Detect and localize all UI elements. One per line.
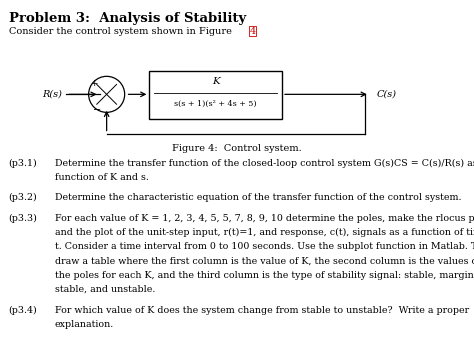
Text: −: − (93, 106, 101, 115)
Text: +: + (90, 79, 98, 88)
Text: Consider the control system shown in Figure: Consider the control system shown in Fig… (9, 27, 235, 36)
Text: and the plot of the unit-step input, r(t)=1, and response, c(t), signals as a fu: and the plot of the unit-step input, r(t… (55, 228, 474, 237)
Text: For each value of K = 1, 2, 3, 4, 5, 5, 7, 8, 9, 10 determine the poles, make th: For each value of K = 1, 2, 3, 4, 5, 5, … (55, 214, 474, 223)
Text: Problem 3:  Analysis of Stability: Problem 3: Analysis of Stability (9, 12, 246, 26)
Text: (p3.4): (p3.4) (9, 306, 37, 315)
Text: Figure 4:  Control system.: Figure 4: Control system. (172, 144, 302, 153)
Text: the poles for each K, and the third column is the type of stability signal: stab: the poles for each K, and the third colu… (55, 271, 474, 280)
Text: stable, and unstable.: stable, and unstable. (55, 285, 155, 294)
Text: For which value of K does the system change from stable to unstable?  Write a pr: For which value of K does the system cha… (55, 306, 469, 315)
Text: K: K (212, 77, 219, 86)
Text: (p3.3): (p3.3) (9, 214, 37, 223)
Text: Determine the characteristic equation of the transfer function of the control sy: Determine the characteristic equation of… (55, 193, 461, 202)
Text: t. Consider a time interval from 0 to 100 seconds. Use the subplot function in M: t. Consider a time interval from 0 to 10… (55, 242, 474, 251)
Text: C(s): C(s) (377, 90, 397, 99)
Text: 4: 4 (249, 27, 255, 36)
Text: (p3.2): (p3.2) (9, 193, 37, 203)
Text: s(s + 1)(s² + 4s + 5): s(s + 1)(s² + 4s + 5) (174, 100, 257, 108)
Text: explanation.: explanation. (55, 320, 114, 329)
Text: Determine the transfer function of the closed-loop control system G(s)CS = C(s)/: Determine the transfer function of the c… (55, 158, 474, 168)
Text: draw a table where the first column is the value of K, the second column is the : draw a table where the first column is t… (55, 257, 474, 266)
Text: function of K and s.: function of K and s. (55, 173, 148, 182)
Text: R(s): R(s) (42, 90, 62, 99)
Text: (p3.1): (p3.1) (9, 158, 37, 168)
